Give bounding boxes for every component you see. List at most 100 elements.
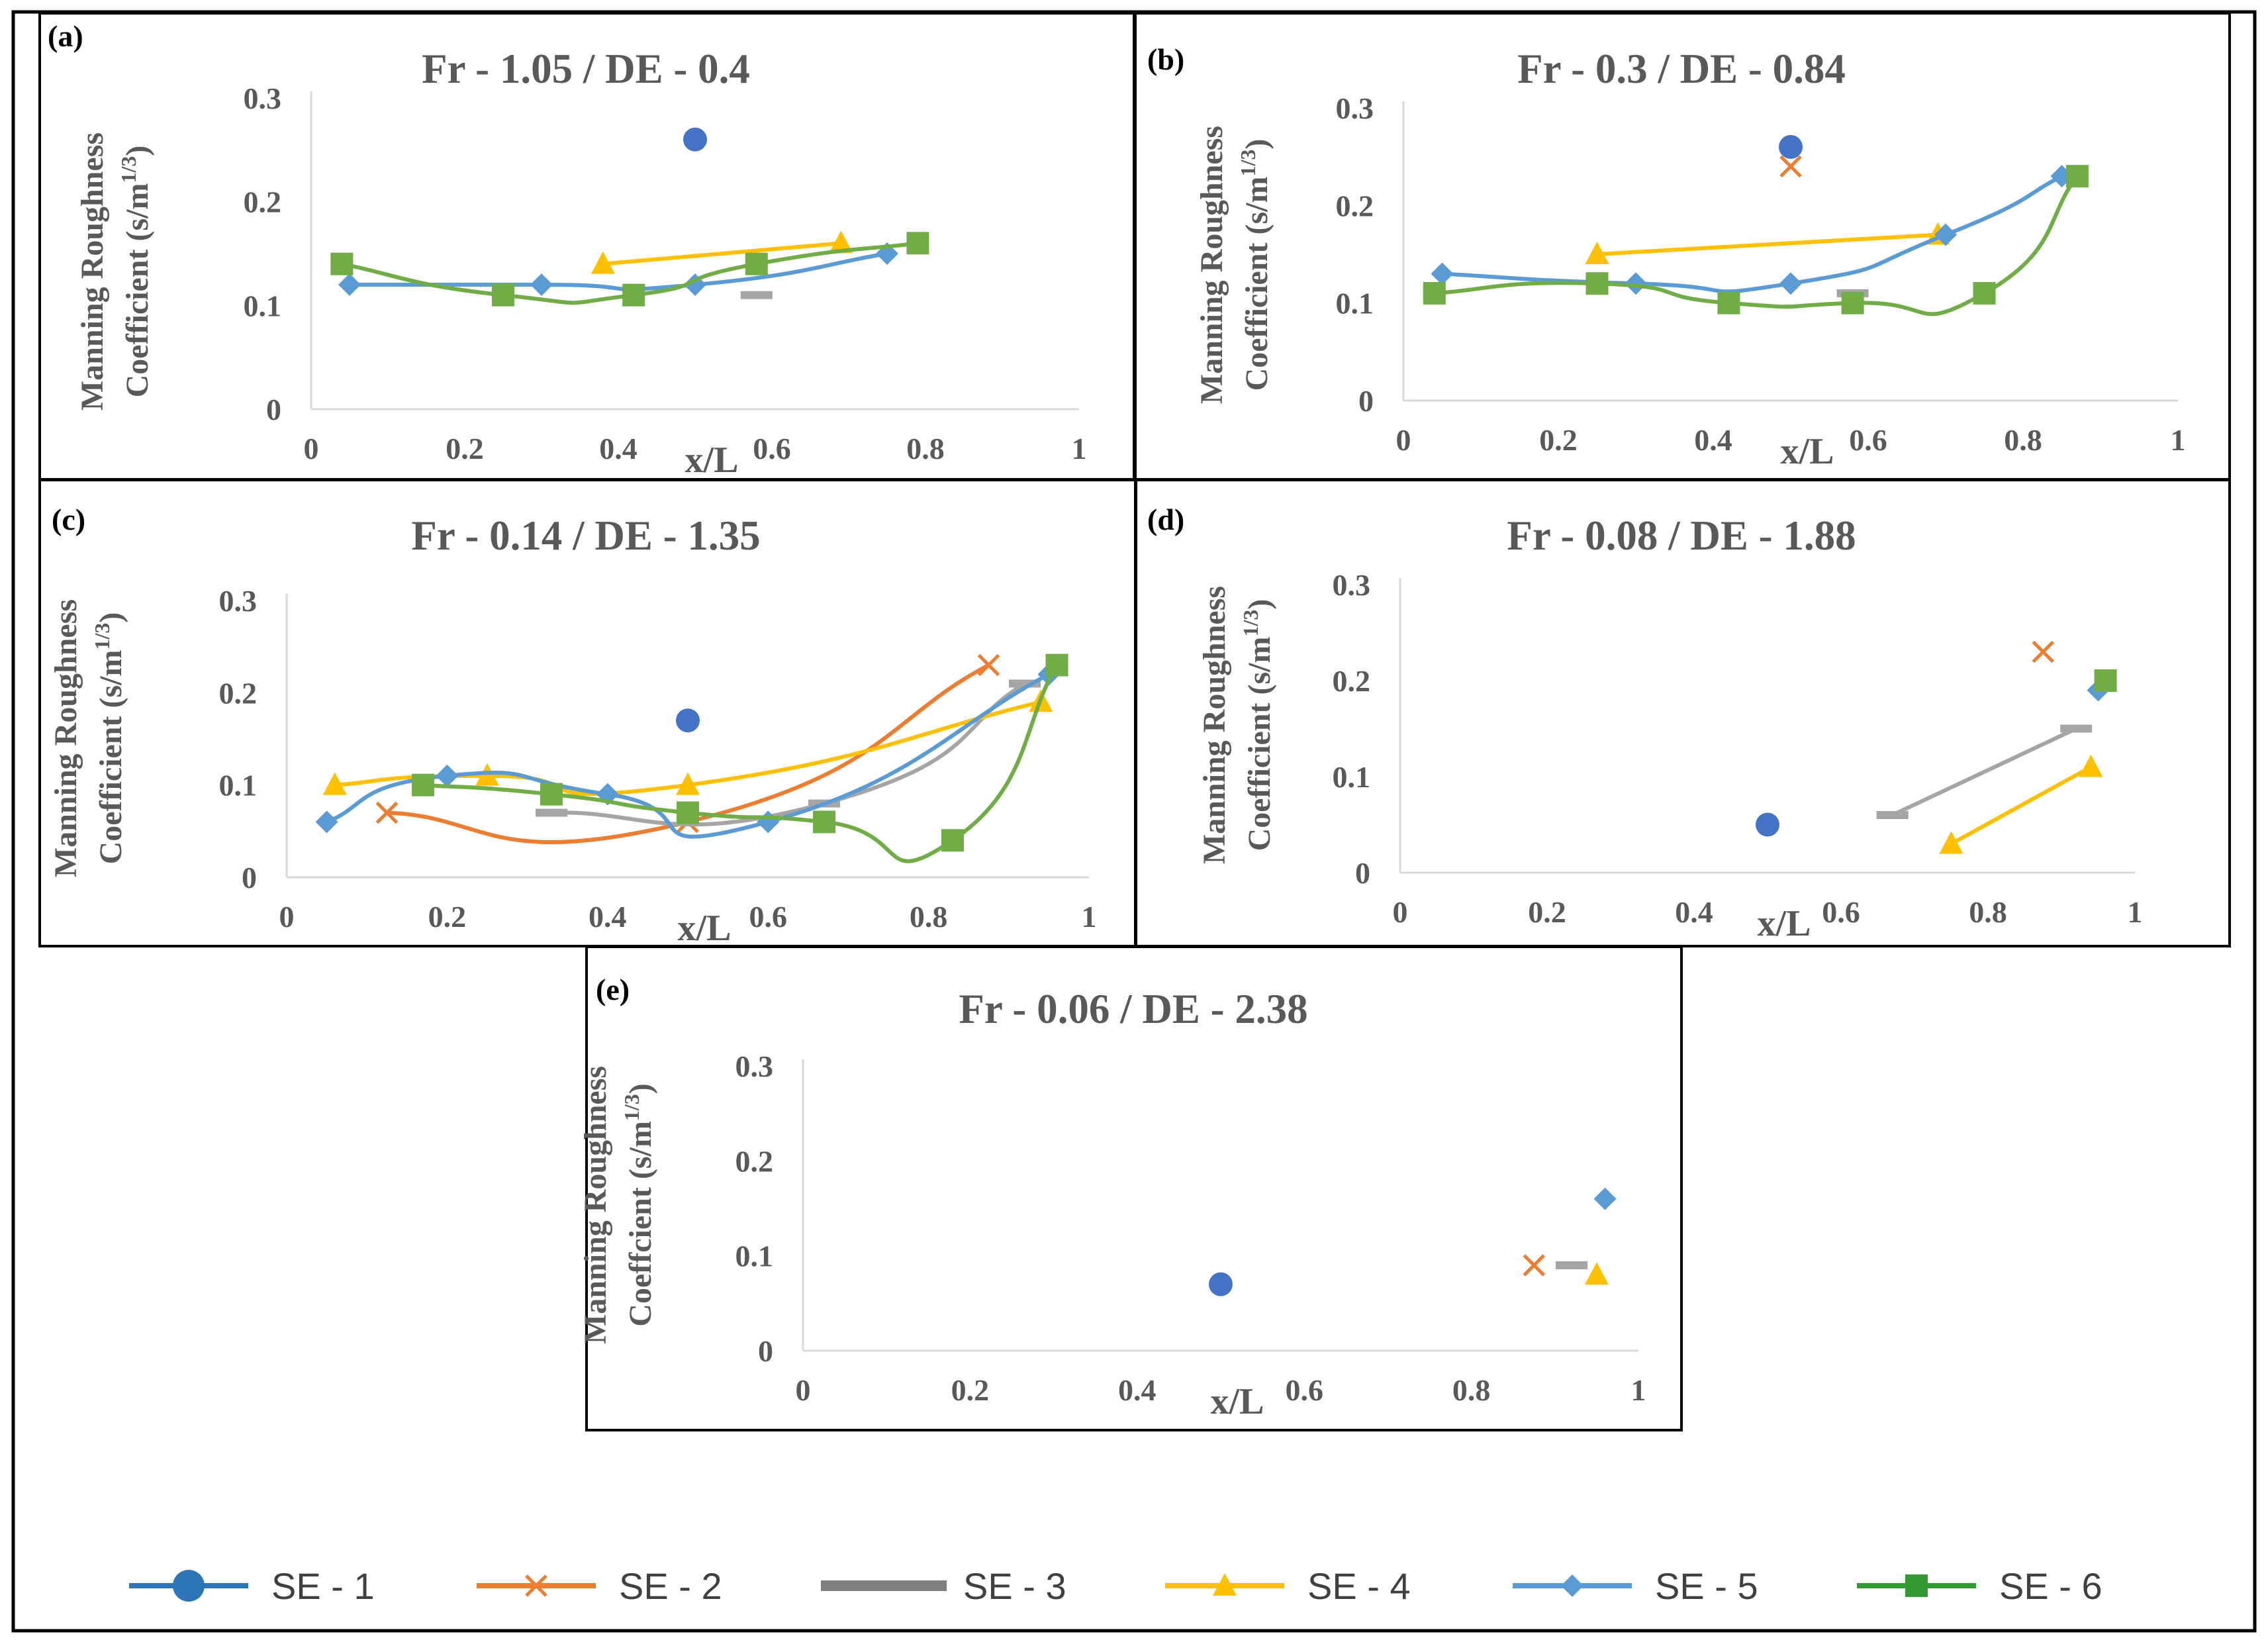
x-tick-label: 0.2	[1528, 895, 1566, 929]
legend-label: SE - 4	[1307, 1565, 1411, 1607]
data-point	[683, 127, 707, 152]
x-axis-label: x/L	[1758, 903, 1811, 944]
series-se-5	[1593, 1187, 1617, 1210]
data-point	[1593, 1187, 1617, 1210]
y-tick-label: 0.2	[1333, 664, 1371, 698]
panel-label: (b)	[1147, 42, 1184, 76]
legend-item-se-2: SE - 2	[477, 1565, 722, 1607]
legend-item-se-3: SE - 3	[821, 1565, 1066, 1607]
legend-label: SE - 3	[963, 1565, 1066, 1607]
x-tick-label: 0	[1393, 895, 1408, 929]
panel-label: (e)	[596, 973, 630, 1006]
panel-label: (c)	[52, 503, 85, 536]
series-se-5	[338, 242, 898, 296]
legend-swatch-marker	[173, 1570, 205, 1602]
x-tick-label: 0.8	[910, 900, 948, 934]
x-axis-label: x/L	[1781, 431, 1834, 472]
data-point	[1876, 811, 1909, 819]
series-line	[1950, 765, 2092, 846]
data-point	[436, 764, 459, 787]
y-axis-label-line2: Coefficient (s/m1/3)	[1239, 599, 1277, 851]
data-point	[1779, 272, 1802, 295]
y-tick-label: 0.1	[244, 289, 282, 322]
chart-title: Fr - 0.14 / DE - 1.35	[411, 512, 760, 559]
y-axis-label-line2: Coeffcient (s/m1/3)	[620, 1083, 658, 1326]
series-line	[602, 241, 841, 266]
series-se-6	[1423, 165, 2089, 316]
data-point	[412, 773, 435, 797]
legend-item-se-6: SE - 6	[1857, 1565, 2103, 1607]
chart-title: Fr - 0.3 / DE - 0.84	[1517, 46, 1846, 92]
data-point	[1841, 291, 1864, 314]
y-axis-label-line2: Coefficient (s/m1/3)	[117, 146, 155, 398]
chart-title: Fr - 0.06 / DE - 2.38	[959, 986, 1307, 1032]
x-tick-label: 1	[2171, 423, 2186, 457]
legend-swatch-marker	[525, 1574, 547, 1597]
legend-label: SE - 2	[619, 1565, 722, 1607]
y-axis-label-line2: Coefficient (s/m1/3)	[90, 612, 128, 865]
y-axis-label-line2: Coefficient (s/m1/3)	[1236, 139, 1274, 391]
x-tick-label: 0.8	[2004, 423, 2042, 457]
y-axis-label: Manning Roughness Coefficient (s/m1/3)	[48, 599, 128, 877]
y-tick-label: 0.2	[219, 676, 258, 710]
x-axis-label: x/L	[1211, 1381, 1264, 1422]
data-point	[622, 283, 645, 307]
data-point	[1625, 272, 1647, 295]
data-point	[322, 772, 347, 795]
y-axis-label-line1: Manning Roughness	[1197, 586, 1232, 864]
x-tick-label: 1	[1072, 432, 1087, 465]
legend-swatch-marker	[1561, 1574, 1583, 1597]
series-se-2	[2032, 640, 2055, 663]
x-tick-label: 1	[1082, 900, 1097, 934]
data-point	[1717, 291, 1740, 314]
legend-label: SE - 6	[1999, 1565, 2103, 1607]
x-tick-label: 0.4	[1118, 1373, 1157, 1407]
chart-title: Fr - 1.05 / DE - 0.4	[422, 46, 750, 92]
data-point	[1523, 1254, 1546, 1277]
series-line	[1597, 232, 1938, 256]
y-tick-label: 0	[266, 393, 281, 426]
legend-item-se-5: SE - 5	[1513, 1565, 1758, 1607]
data-point	[813, 810, 836, 834]
data-point	[1973, 281, 1996, 305]
chart-panel-a: (a) Fr - 1.05 / DE - 0.4 0 0.2 0.4 0.6 0.8 1 0 0.…	[48, 19, 1087, 481]
data-point	[330, 252, 354, 275]
x-tick-label: 0.4	[1675, 895, 1713, 929]
series-se-4	[591, 230, 853, 274]
y-tick-label: 0	[758, 1334, 773, 1368]
data-point	[540, 783, 563, 806]
y-tick-label: 0.3	[1336, 91, 1374, 125]
y-tick-label: 0.3	[219, 584, 258, 618]
y-tick-label: 0.3	[244, 81, 282, 115]
series-se-6	[2094, 669, 2117, 692]
y-tick-label: 0.1	[735, 1239, 774, 1273]
y-axis-label-line1: Manning Roughness	[48, 599, 83, 877]
data-point	[1779, 134, 1803, 159]
x-tick-label: 0.8	[1452, 1373, 1491, 1407]
series-se-4	[1939, 754, 2103, 854]
x-tick-label: 0	[304, 432, 319, 465]
y-tick-label: 0.1	[219, 769, 258, 802]
legend-label: SE - 5	[1655, 1565, 1758, 1607]
series-se-6	[412, 653, 1068, 863]
y-axis-label-line1: Manning Roughness	[578, 1066, 613, 1344]
x-tick-label: 0.8	[906, 432, 945, 465]
data-point	[745, 252, 768, 275]
x-tick-label: 0	[796, 1373, 811, 1407]
data-point	[740, 291, 773, 299]
data-point	[1431, 262, 1454, 285]
x-tick-label: 0.6	[1822, 895, 1860, 929]
data-point	[1423, 281, 1446, 305]
x-tick-label: 0.2	[446, 432, 484, 465]
data-point	[315, 810, 338, 834]
data-point	[1045, 653, 1068, 677]
series-line	[1442, 174, 2063, 294]
panel-frame-e	[585, 945, 1683, 1431]
data-point	[941, 829, 964, 852]
x-tick-label: 0.6	[749, 900, 787, 934]
data-point	[677, 801, 699, 824]
x-tick-label: 0.2	[428, 900, 467, 934]
legend-item-se-1: SE - 1	[129, 1565, 375, 1607]
y-axis-label-line1: Manning Roughness	[75, 132, 110, 410]
y-axis-label: Manning Roughness Coefficient (s/m1/3)	[75, 132, 155, 410]
